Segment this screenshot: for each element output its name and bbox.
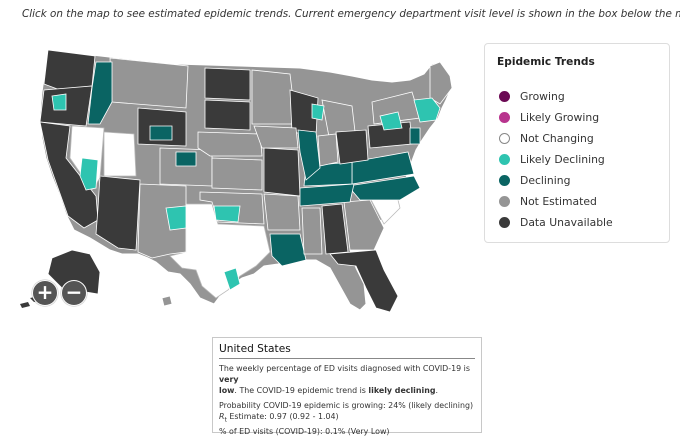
region-minnesota[interactable]	[251, 69, 297, 125]
region-alabama[interactable]	[321, 203, 349, 255]
info-summary-line1: The weekly percentage of ED visits diagn…	[219, 363, 475, 385]
zoom-in-button[interactable]: +	[32, 280, 58, 306]
us-county-map[interactable]	[0, 28, 480, 328]
region-kansas[interactable]	[211, 157, 263, 191]
region-arizona[interactable]	[95, 175, 141, 251]
info-title: United States	[219, 343, 475, 359]
zoom-out-icon: −	[65, 280, 83, 304]
region-nevada-south[interactable]	[79, 157, 99, 191]
legend-swatch-icon	[499, 112, 510, 123]
summary-text-a: The weekly percentage of ED visits diagn…	[219, 364, 470, 373]
legend-label: Not Estimated	[520, 195, 597, 208]
legend-item[interactable]: Likely Declining	[497, 149, 657, 170]
legend-swatch-icon	[499, 196, 510, 207]
summary-text-b: . The COVID-19 epidemic trend is	[234, 386, 369, 395]
info-probability: Probability COVID-19 epidemic is growing…	[219, 401, 474, 410]
region-tx-declining[interactable]	[223, 267, 241, 291]
info-ed-percent: % of ED visits (COVID-19): 0.1% (Very Lo…	[219, 426, 390, 436]
legend-item[interactable]: Likely Growing	[497, 107, 657, 128]
zoom-in-icon: +	[36, 280, 54, 304]
summary-level-word2: low	[219, 386, 235, 395]
region-idaho[interactable]	[87, 61, 113, 125]
region-iowa[interactable]	[253, 125, 299, 149]
region-new-england[interactable]	[413, 97, 441, 123]
map-instructions: Click on the map to see estimated epidem…	[22, 8, 680, 20]
zoom-out-button[interactable]: −	[61, 280, 87, 306]
region-tennessee[interactable]	[299, 183, 355, 207]
region-east-declining[interactable]	[379, 111, 403, 131]
region-nj[interactable]	[409, 127, 421, 145]
region-new-mexico[interactable]	[137, 183, 187, 259]
region-mi-declining[interactable]	[311, 103, 325, 121]
info-summary-line2: low. The COVID-19 epidemic trend is like…	[219, 385, 475, 396]
legend-label: Likely Growing	[520, 111, 600, 124]
summary-level-word1: very	[219, 375, 239, 384]
legend-label: Likely Declining	[520, 153, 605, 166]
rt-value: Estimate: 0.97 (0.92 - 1.04)	[226, 412, 339, 421]
rt-symbol: R	[219, 412, 225, 421]
region-south-dakota[interactable]	[204, 99, 251, 131]
region-california[interactable]	[39, 121, 99, 229]
region-nebraska[interactable]	[197, 131, 263, 157]
legend-item[interactable]: Growing	[497, 86, 657, 107]
legend-item[interactable]: Not Changing	[497, 128, 657, 149]
region-ohio[interactable]	[335, 129, 369, 165]
region-ne-declining[interactable]	[51, 93, 67, 111]
region-north-carolina[interactable]	[347, 175, 421, 201]
legend-item[interactable]: Not Estimated	[497, 191, 657, 212]
legend-item[interactable]: Data Unavailable	[497, 212, 657, 233]
info-rt-estimate: Rt Estimate: 0.97 (0.92 - 1.04)	[219, 411, 475, 426]
region-missouri[interactable]	[263, 147, 301, 197]
rt-subscript: t	[224, 416, 227, 424]
legend-label: Not Changing	[520, 132, 594, 145]
summary-trend: likely declining	[368, 386, 436, 395]
info-box: United States The weekly percentage of E…	[212, 337, 482, 436]
legend-title: Epidemic Trends	[497, 56, 595, 68]
region-louisiana[interactable]	[269, 233, 307, 267]
legend-swatch-icon	[499, 91, 510, 102]
region-co-declining[interactable]	[175, 151, 197, 167]
legend-label: Declining	[520, 174, 571, 187]
summary-period: .	[435, 386, 438, 395]
region-texas[interactable]	[169, 203, 271, 299]
region-illinois[interactable]	[297, 129, 321, 181]
region-hawaii[interactable]	[161, 295, 173, 307]
region-arkansas[interactable]	[263, 193, 301, 231]
legend-swatch-icon	[499, 133, 510, 144]
region-maine[interactable]	[429, 61, 453, 105]
region-indiana[interactable]	[317, 133, 339, 167]
legend-list: Growing Likely Growing Not Changing Likely …	[497, 86, 657, 233]
region-utah[interactable]	[103, 131, 137, 177]
region-montana[interactable]	[109, 57, 189, 109]
legend-label: Data Unavailable	[520, 216, 613, 229]
legend-panel: Epidemic Trends Growing Likely Growing Not…	[484, 43, 670, 243]
region-north-dakota[interactable]	[204, 67, 251, 101]
region-nm-declining[interactable]	[165, 205, 187, 231]
legend-item[interactable]: Declining	[497, 170, 657, 191]
region-ok-declining[interactable]	[213, 205, 241, 223]
legend-label: Growing	[520, 90, 565, 103]
legend-swatch-icon	[499, 175, 510, 186]
region-florida[interactable]	[329, 249, 399, 313]
region-mississippi[interactable]	[301, 207, 323, 255]
legend-swatch-icon	[499, 217, 510, 228]
region-wy-declining[interactable]	[149, 125, 173, 141]
region-washington[interactable]	[43, 49, 96, 91]
legend-swatch-icon	[499, 154, 510, 165]
map-area[interactable]: + −	[0, 28, 480, 328]
